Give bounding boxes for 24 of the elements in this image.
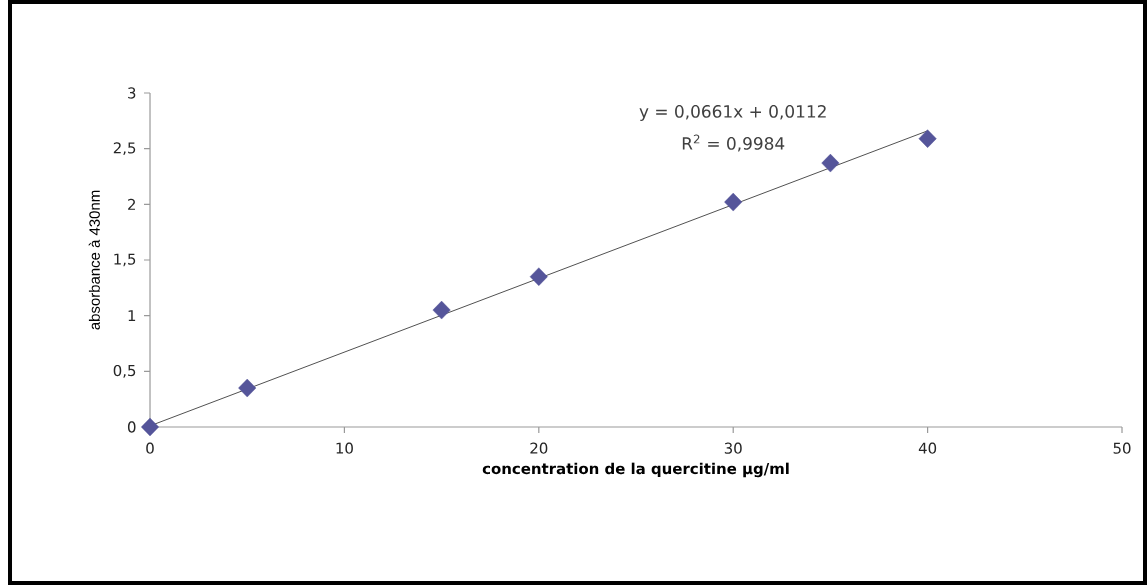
point — [529, 267, 548, 286]
y-tick-label: 2,5 — [113, 142, 136, 156]
point — [918, 129, 937, 148]
annotation: R$^{2}$ = 0,9984 — [682, 134, 785, 152]
x-axis-title: concentration de la quercitine µg/ml — [482, 462, 789, 478]
y-tick-label: 1 — [128, 310, 136, 322]
point — [821, 153, 840, 173]
x-tick-label: 30 — [724, 442, 742, 454]
annotation: y = 0,0661x + 0,0112 — [639, 104, 826, 122]
x-tick-label: 20 — [530, 442, 548, 454]
point — [432, 300, 451, 320]
y-tick-label: 0 — [127, 421, 136, 433]
y-tick-label: 2 — [128, 198, 135, 210]
x-tick-label: 10 — [336, 442, 353, 454]
point — [238, 378, 257, 398]
x-tick-label: 50 — [1113, 442, 1131, 454]
x-tick-label: 0 — [146, 442, 154, 454]
y-tick-label: 0,5 — [113, 364, 136, 378]
point — [141, 417, 159, 437]
x-tick-label: 40 — [918, 442, 937, 454]
y-axis-title: absorbance à 430nm — [88, 190, 100, 330]
point — [724, 192, 743, 212]
y-tick-label: 1,5 — [114, 253, 136, 267]
y-tick-label: 3 — [128, 87, 136, 99]
